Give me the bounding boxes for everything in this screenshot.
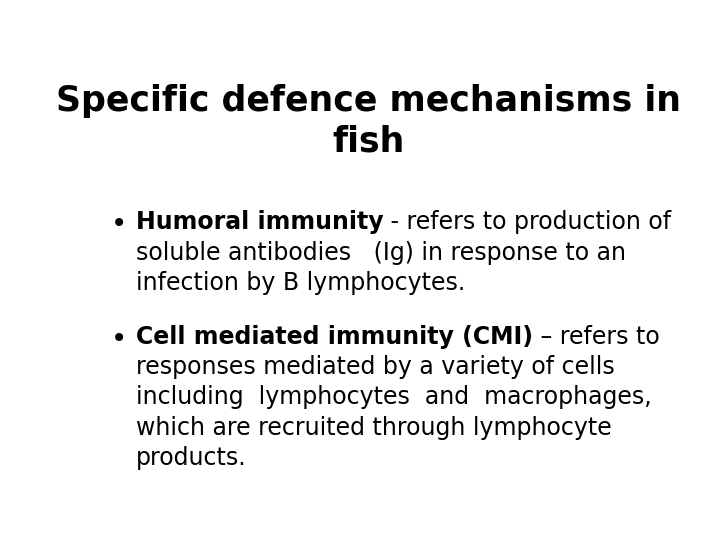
Text: including  lymphocytes  and  macrophages,: including lymphocytes and macrophages, (136, 386, 652, 409)
Text: products.: products. (136, 446, 246, 470)
Text: - refers to production of: - refers to production of (383, 210, 672, 234)
Text: – refers to: – refers to (533, 325, 660, 349)
Text: which are recruited through lymphocyte: which are recruited through lymphocyte (136, 416, 611, 440)
Text: responses mediated by a variety of cells: responses mediated by a variety of cells (136, 355, 614, 379)
Text: •: • (111, 210, 127, 238)
Text: infection by B lymphocytes.: infection by B lymphocytes. (136, 271, 465, 295)
Text: Cell mediated immunity (CMI): Cell mediated immunity (CMI) (136, 325, 533, 349)
Text: soluble antibodies   (Ig) in response to an: soluble antibodies (Ig) in response to a… (136, 241, 626, 265)
Text: •: • (111, 325, 127, 353)
Text: Specific defence mechanisms in
fish: Specific defence mechanisms in fish (56, 84, 682, 158)
Text: Humoral immunity: Humoral immunity (136, 210, 383, 234)
